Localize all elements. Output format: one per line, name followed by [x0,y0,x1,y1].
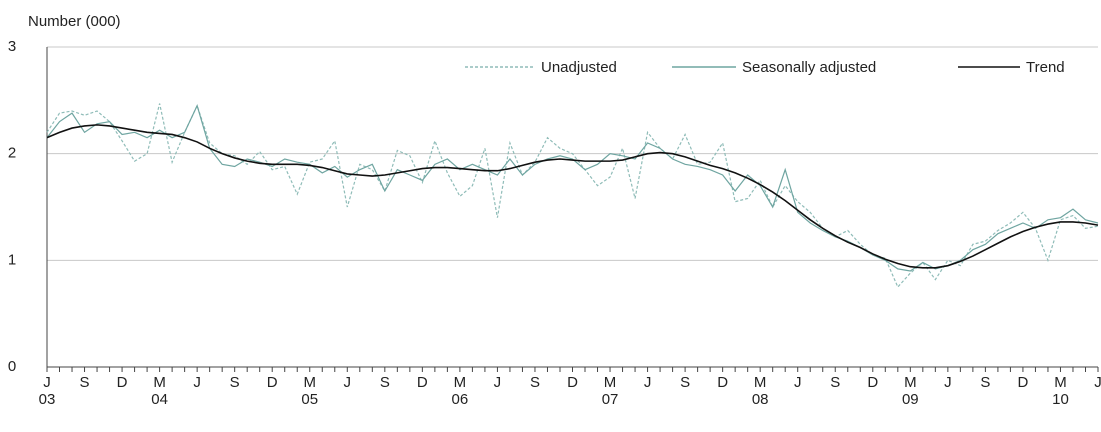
x-tick-label: S [380,374,390,391]
x-tick-label: J [644,374,652,391]
x-tick-label: M [1054,374,1067,391]
x-tick-label: J [43,374,51,391]
x-tick-label: M [754,374,767,391]
x-tick-label: D [417,374,428,391]
x-year-label: 08 [752,391,769,408]
x-year-label: 04 [151,391,168,408]
legend-label: Unadjusted [541,59,617,76]
series-line [46,124,1099,269]
x-tick-label: D [867,374,878,391]
legend-label: Trend [1026,59,1065,76]
x-tick-label: M [153,374,166,391]
series-line [46,103,1099,289]
y-tick-label: 3 [8,38,16,55]
y-tick-label: 1 [8,251,16,268]
x-tick-label: D [567,374,578,391]
y-tick-label: 2 [8,145,16,162]
x-tick-label: S [530,374,540,391]
x-tick-label: D [267,374,278,391]
x-tick-label: M [904,374,917,391]
x-year-label: 03 [39,391,56,408]
legend-label: Seasonally adjusted [742,59,876,76]
y-tick-label: 0 [8,358,16,375]
x-tick-label: S [980,374,990,391]
x-year-label: 10 [1052,391,1069,408]
x-tick-label: M [304,374,317,391]
x-tick-label: J [494,374,502,391]
x-tick-label: J [344,374,352,391]
series-line [46,103,1099,272]
x-tick-label: D [117,374,128,391]
x-tick-label: D [1018,374,1029,391]
x-tick-label: S [830,374,840,391]
x-year-label: 06 [452,391,469,408]
x-tick-label: S [680,374,690,391]
y-axis-label: Number (000) [28,13,121,30]
x-year-label: 09 [902,391,919,408]
x-tick-label: J [1094,374,1101,391]
x-tick-label: S [230,374,240,391]
x-tick-label: J [794,374,802,391]
x-tick-label: J [193,374,201,391]
x-year-label: 07 [602,391,619,408]
x-tick-label: M [604,374,617,391]
x-year-label: 05 [301,391,318,408]
x-tick-label: S [80,374,90,391]
x-tick-label: J [944,374,952,391]
x-tick-label: D [717,374,728,391]
x-tick-label: M [454,374,467,391]
